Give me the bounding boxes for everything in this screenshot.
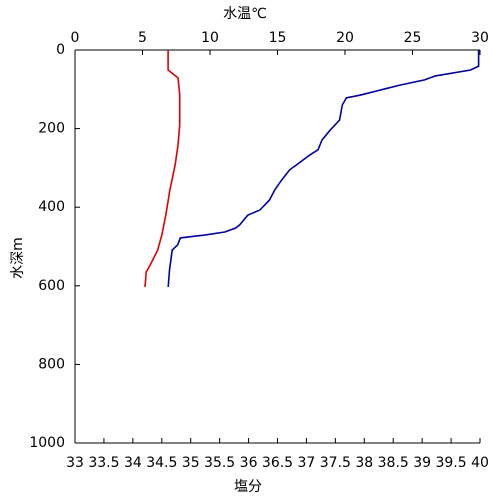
x2-tick-label: 25 (404, 30, 422, 46)
x-tick-label: 34.5 (146, 455, 177, 471)
y-tick-label: 1000 (29, 435, 65, 451)
y-tick-label: 400 (38, 199, 65, 215)
x-tick-label: 37 (298, 455, 316, 471)
x-tick-label: 33 (66, 455, 84, 471)
profile-line (144, 50, 181, 288)
x-axis-title: 塩分 (234, 479, 262, 495)
x-tick-label: 33.5 (88, 455, 119, 471)
y-tick-label: 200 (38, 121, 65, 137)
y-tick-label: 600 (38, 278, 65, 294)
x2-tick-label: 0 (71, 30, 80, 46)
profile-line (167, 50, 480, 288)
x-tick-label: 36.5 (262, 455, 293, 471)
x2-tick-label: 30 (471, 30, 489, 46)
x-tick-label: 38 (355, 455, 373, 471)
y-axis-title: 水深m (10, 237, 26, 279)
x2-tick-label: 5 (138, 30, 147, 46)
x-tick-label: 39 (413, 455, 431, 471)
y-tick-label: 800 (38, 356, 65, 372)
x2-axis-title: 水温℃ (223, 6, 267, 22)
x-tick-label: 35.5 (204, 455, 235, 471)
x2-tick-label: 10 (201, 30, 219, 46)
x-tick-label: 38.5 (378, 455, 409, 471)
x2-tick-label: 15 (269, 30, 287, 46)
x-tick-label: 40 (471, 455, 489, 471)
x-tick-label: 39.5 (435, 455, 466, 471)
x-tick-label: 37.5 (320, 455, 351, 471)
x-tick-label: 35 (182, 455, 200, 471)
x-tick-label: 36 (240, 455, 258, 471)
x-tick-label: 34 (124, 455, 142, 471)
y-tick-label: 0 (56, 42, 65, 58)
x2-tick-label: 20 (336, 30, 354, 46)
